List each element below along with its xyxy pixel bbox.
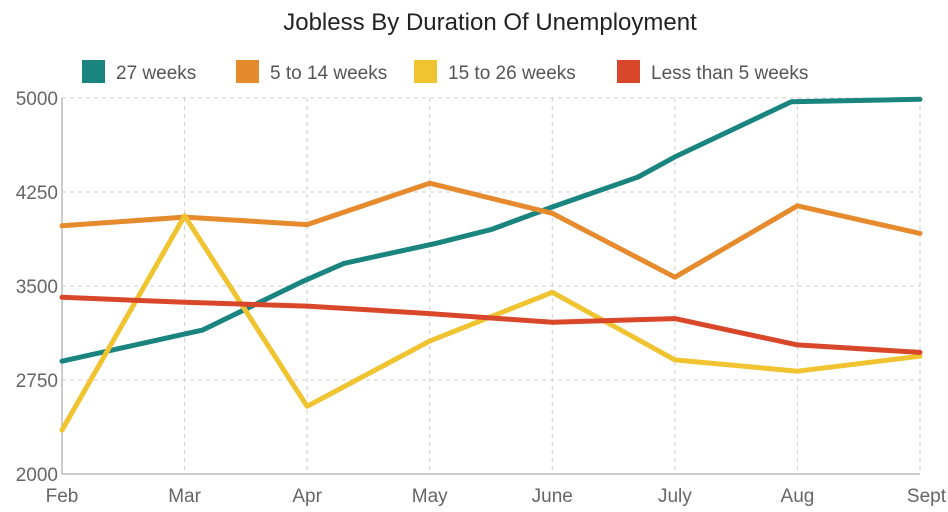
series-line-1 bbox=[59, 180, 923, 280]
x-tick-label: Apr bbox=[292, 486, 322, 507]
x-axis-ticks: Feb Mar Apr May June July Aug Sept bbox=[46, 486, 947, 507]
legend: 27 weeks 5 to 14 weeks 15 to 26 weeks Less … bbox=[82, 60, 808, 84]
y-tick-label: 2750 bbox=[16, 371, 58, 392]
legend-item: 5 to 14 weeks bbox=[236, 60, 387, 84]
x-tick-label: June bbox=[532, 486, 573, 507]
x-tick-label: Mar bbox=[168, 486, 201, 507]
y-tick-label: 5000 bbox=[16, 89, 58, 110]
y-tick-label: 3500 bbox=[16, 277, 58, 298]
legend-label: 15 to 26 weeks bbox=[448, 63, 576, 84]
grid-lines bbox=[62, 97, 921, 474]
x-tick-label: Sept bbox=[907, 486, 947, 507]
series-lines bbox=[59, 96, 923, 433]
legend-swatch bbox=[82, 60, 105, 83]
legend-label: 5 to 14 weeks bbox=[270, 63, 387, 84]
x-tick-label: Feb bbox=[46, 486, 79, 507]
legend-item: 15 to 26 weeks bbox=[414, 60, 576, 84]
x-tick-label: Aug bbox=[781, 486, 815, 507]
legend-label: Less than 5 weeks bbox=[651, 63, 808, 84]
legend-item: 27 weeks bbox=[82, 60, 196, 84]
series-line-0 bbox=[59, 96, 923, 364]
legend-swatch bbox=[414, 60, 437, 83]
series-line-3 bbox=[59, 294, 923, 355]
legend-label: 27 weeks bbox=[116, 63, 196, 84]
x-tick-label: July bbox=[658, 486, 692, 507]
series-line-2 bbox=[59, 213, 923, 433]
legend-swatch bbox=[236, 60, 259, 83]
axes bbox=[61, 98, 920, 475]
legend-swatch bbox=[617, 60, 640, 83]
y-tick-label: 4250 bbox=[16, 183, 58, 204]
chart-title: Jobless By Duration Of Unemployment bbox=[283, 9, 697, 36]
legend-item: Less than 5 weeks bbox=[617, 60, 808, 84]
y-axis-ticks: 2000 2750 3500 4250 5000 bbox=[16, 89, 58, 486]
x-tick-label: May bbox=[412, 486, 448, 507]
y-tick-label: 2000 bbox=[16, 465, 58, 486]
